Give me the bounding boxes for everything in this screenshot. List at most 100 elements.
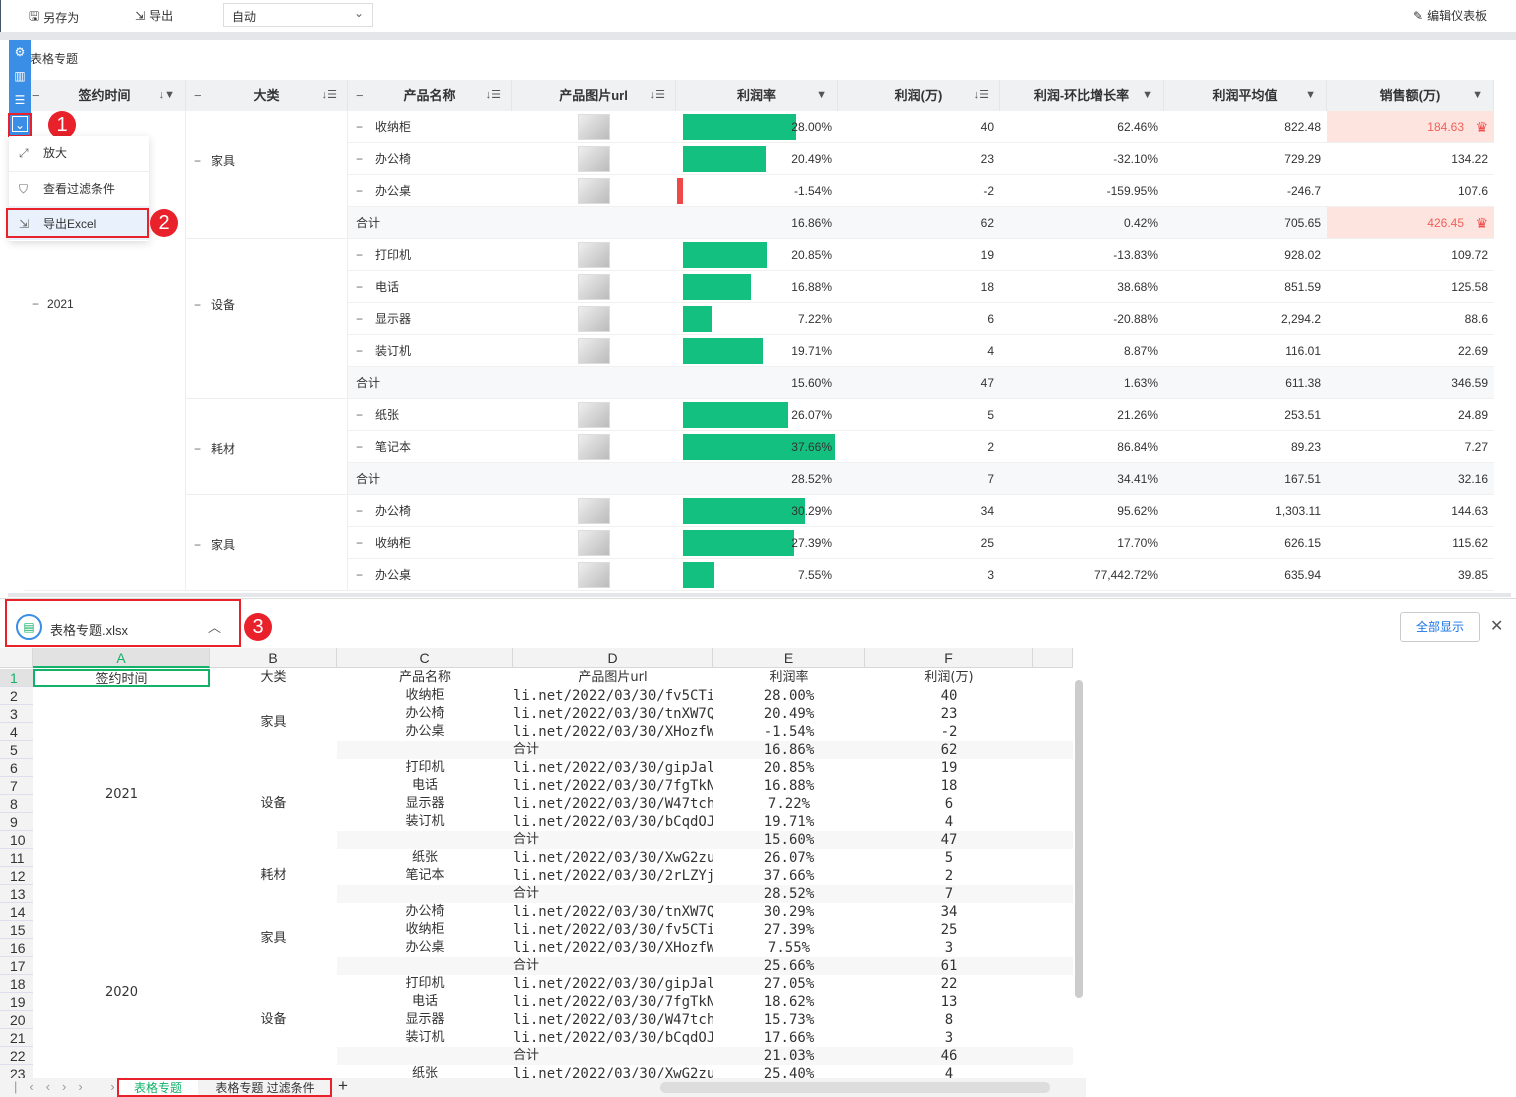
sheet-cell[interactable]: 4 bbox=[944, 814, 954, 830]
collapse-icon[interactable]: − bbox=[356, 536, 364, 550]
sheet-cell[interactable]: 5 bbox=[944, 850, 954, 866]
row-number[interactable]: 7 bbox=[0, 777, 33, 795]
sheet-cell[interactable]: 显示器 bbox=[405, 796, 445, 811]
collapse-icon[interactable]: − bbox=[356, 504, 364, 518]
collapse-icon[interactable]: − bbox=[194, 88, 202, 103]
row-number[interactable]: 19 bbox=[0, 993, 33, 1011]
sheet-cell[interactable]: li.net/2022/03/30/7fgTkNC bbox=[513, 778, 713, 794]
product-cell[interactable]: − 收纳柜 bbox=[348, 527, 512, 559]
download-file-name[interactable]: 表格专题.xlsx bbox=[50, 623, 129, 638]
row-number[interactable]: 20 bbox=[0, 1011, 33, 1029]
sheet-cell[interactable]: 19 bbox=[940, 760, 958, 776]
sheet-cell[interactable]: li.net/2022/03/30/XwG2zug bbox=[513, 850, 713, 866]
sheet-cell[interactable] bbox=[337, 885, 513, 903]
product-cell[interactable]: − 显示器 bbox=[348, 303, 512, 335]
sheet-cell[interactable]: 电话 bbox=[411, 994, 438, 1009]
chart-check-icon[interactable]: ▥ bbox=[14, 69, 26, 83]
sheet-cell[interactable]: 2 bbox=[944, 868, 954, 884]
settings-icon[interactable]: ⚙ bbox=[14, 45, 26, 59]
sheet-cell[interactable]: 18 bbox=[940, 778, 958, 794]
column-letter[interactable]: D bbox=[513, 648, 713, 668]
column-header[interactable]: − 签约时间 ↓▼ bbox=[24, 80, 186, 111]
sheet-cell[interactable]: 61 bbox=[940, 958, 958, 974]
sheet-cell[interactable]: 46 bbox=[940, 1048, 958, 1064]
column-letter[interactable]: F bbox=[865, 648, 1033, 668]
sheet-cell[interactable]: 合计 bbox=[513, 742, 540, 757]
comment-icon[interactable]: ☰ bbox=[14, 93, 26, 107]
year-group[interactable]: −2021 bbox=[32, 297, 74, 311]
sheet-merged-cell[interactable]: 设备 bbox=[260, 796, 287, 811]
column-header[interactable]: 利润率 ▼ bbox=[676, 80, 838, 111]
sheet-cell[interactable]: 25.66% bbox=[763, 958, 815, 974]
row-number[interactable]: 16 bbox=[0, 939, 33, 957]
select-all-corner[interactable] bbox=[0, 648, 33, 668]
collapse-icon[interactable]: − bbox=[194, 442, 202, 456]
sheet-cell[interactable]: -1.54% bbox=[763, 724, 815, 740]
sheet-cell[interactable]: 电话 bbox=[411, 778, 438, 793]
product-cell[interactable]: − 办公椅 bbox=[348, 495, 512, 527]
sheet-cell[interactable]: 装订机 bbox=[405, 1030, 445, 1045]
add-sheet-button[interactable]: + bbox=[338, 1076, 348, 1095]
sheet-header-cell[interactable]: 产品名称 bbox=[398, 670, 451, 685]
column-letter[interactable]: A bbox=[33, 648, 210, 668]
product-cell[interactable]: − 笔记本 bbox=[348, 431, 512, 463]
sheet-cell[interactable]: 16.86% bbox=[763, 742, 815, 758]
sheet-cell[interactable]: 62 bbox=[940, 742, 958, 758]
collapse-icon[interactable]: − bbox=[356, 248, 364, 262]
sheet-tab-active[interactable]: 表格专题 bbox=[118, 1079, 198, 1096]
sheet-cell[interactable]: 27.39% bbox=[763, 922, 815, 938]
sheet-cell[interactable]: 17.66% bbox=[763, 1030, 815, 1046]
row-number[interactable]: 11 bbox=[0, 849, 33, 867]
category-group[interactable]: − 家具 bbox=[194, 536, 235, 553]
row-number[interactable]: 2 bbox=[0, 687, 33, 705]
sheet-cell[interactable]: 19.71% bbox=[763, 814, 815, 830]
row-number[interactable]: 10 bbox=[0, 831, 33, 849]
row-number[interactable]: 18 bbox=[0, 975, 33, 993]
row-number[interactable]: 14 bbox=[0, 903, 33, 921]
column-header[interactable]: 利润-环比增长率 ▼ bbox=[1000, 80, 1164, 111]
collapse-icon[interactable]: − bbox=[356, 408, 364, 422]
sort-icon[interactable]: ▼ bbox=[816, 89, 827, 101]
sheet-cell[interactable] bbox=[337, 741, 513, 759]
collapse-icon[interactable]: − bbox=[194, 538, 202, 552]
sheet-cell[interactable]: 打印机 bbox=[405, 760, 445, 775]
product-cell[interactable]: − 办公椅 bbox=[348, 143, 512, 175]
collapse-icon[interactable]: − bbox=[356, 152, 364, 166]
sheet-cell[interactable]: 笔记本 bbox=[405, 868, 445, 883]
chevron-up-icon[interactable]: ︿ bbox=[208, 620, 222, 635]
sheet-cell[interactable]: 15.60% bbox=[763, 832, 815, 848]
sheet-cell[interactable]: 20.49% bbox=[763, 706, 815, 722]
row-number[interactable]: 6 bbox=[0, 759, 33, 777]
sheet-cell[interactable]: 打印机 bbox=[405, 976, 445, 991]
sheet-cell[interactable]: 34 bbox=[940, 904, 958, 920]
sort-icon[interactable]: ▼ bbox=[1142, 89, 1153, 101]
sheet-header-cell[interactable]: 利润(万) bbox=[924, 670, 974, 685]
sheet-cell[interactable]: 47 bbox=[940, 832, 958, 848]
sheet-cell[interactable]: li.net/2022/03/30/XHozfWI bbox=[513, 724, 713, 740]
collapse-icon[interactable]: − bbox=[32, 88, 40, 103]
collapse-icon[interactable]: − bbox=[356, 312, 364, 326]
row-number[interactable]: 23 bbox=[0, 1065, 33, 1078]
sheet-nav-icons[interactable]: |‹‹›› ›| bbox=[14, 1079, 143, 1094]
export-button[interactable]: ⇲ 导出 bbox=[135, 7, 173, 24]
show-all-button[interactable]: 全部显示 bbox=[1400, 612, 1480, 642]
sort-icon[interactable]: ↓☰ bbox=[321, 89, 337, 101]
row-number[interactable]: 1 bbox=[0, 669, 33, 687]
sheet-cell[interactable]: 30.29% bbox=[763, 904, 815, 920]
sheet-cell[interactable]: 18.62% bbox=[763, 994, 815, 1010]
collapse-icon[interactable]: − bbox=[194, 154, 202, 168]
sheet-cell[interactable]: li.net/2022/03/30/bCqdOJc bbox=[513, 1030, 713, 1046]
sheet-cell[interactable]: li.net/2022/03/30/2rLZYjC bbox=[513, 868, 713, 884]
sheet-cell[interactable]: 合计 bbox=[513, 832, 540, 847]
sheet-cell[interactable]: 28.52% bbox=[763, 886, 815, 902]
row-number[interactable]: 8 bbox=[0, 795, 33, 813]
sheet-cell[interactable]: 办公桌 bbox=[405, 724, 445, 739]
sheet-cell[interactable]: 合计 bbox=[513, 958, 540, 973]
sheet-cell[interactable]: li.net/2022/03/30/bCqdOJc bbox=[513, 814, 713, 830]
sheet-cell[interactable]: 4 bbox=[944, 1066, 954, 1078]
menu-item-view-filters[interactable]: ⛉ 查看过滤条件 bbox=[9, 171, 149, 205]
sheet-cell[interactable]: li.net/2022/03/30/7fgTkNC bbox=[513, 994, 713, 1010]
sheet-cell[interactable]: 7.55% bbox=[767, 940, 811, 956]
product-cell[interactable]: − 装订机 bbox=[348, 335, 512, 367]
sheet-merged-cell[interactable]: 耗材 bbox=[260, 868, 287, 883]
